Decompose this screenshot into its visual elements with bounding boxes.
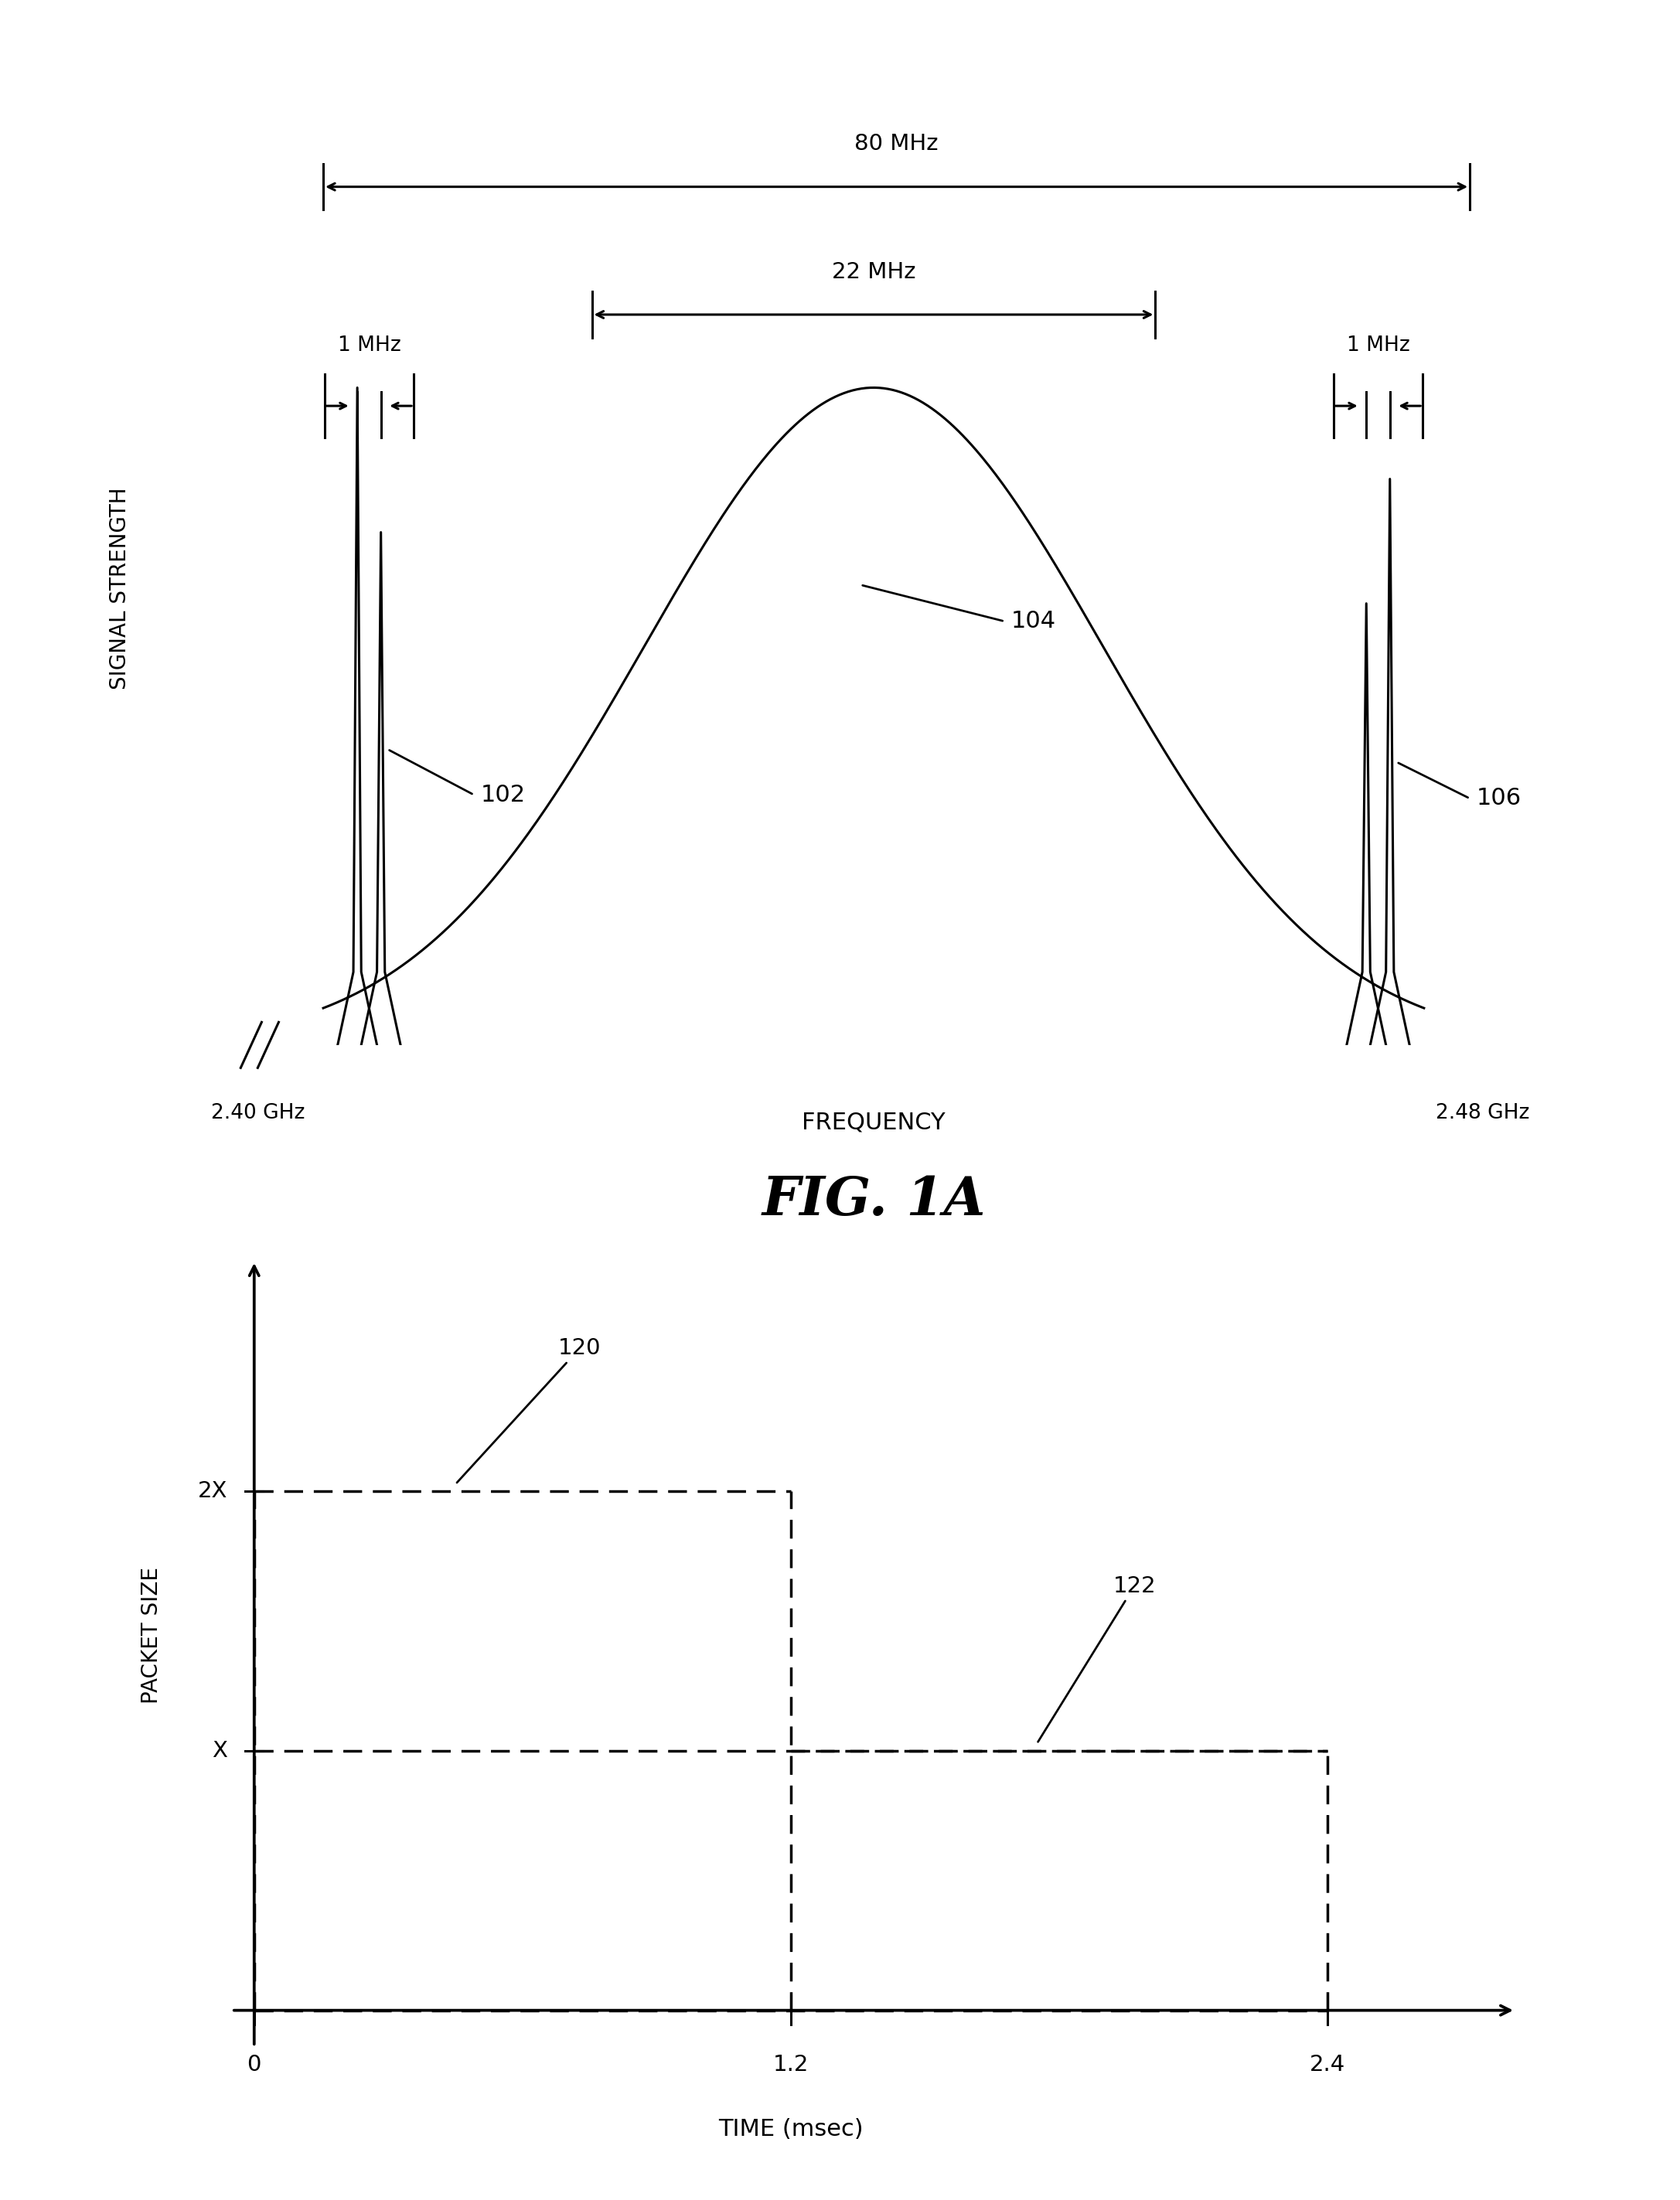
Text: 22 MHz: 22 MHz: [832, 262, 916, 282]
Text: 106: 106: [1477, 788, 1522, 810]
Text: 102: 102: [480, 783, 526, 805]
Text: 122: 122: [1038, 1575, 1156, 1742]
Text: 1.2: 1.2: [773, 2053, 808, 2075]
Text: FREQUENCY: FREQUENCY: [801, 1111, 946, 1133]
Text: SIGNAL STRENGTH: SIGNAL STRENGTH: [109, 488, 131, 689]
Text: FIG. 1A: FIG. 1A: [761, 1175, 986, 1225]
Text: 2.4: 2.4: [1310, 2053, 1346, 2075]
Text: 1 MHz: 1 MHz: [338, 337, 402, 356]
Text: PACKET SIZE: PACKET SIZE: [141, 1566, 163, 1705]
Text: 0: 0: [247, 2053, 262, 2075]
Text: 104: 104: [1011, 609, 1057, 634]
Text: 120: 120: [457, 1338, 601, 1483]
Text: 2X: 2X: [198, 1481, 227, 1503]
Text: 80 MHz: 80 MHz: [855, 134, 939, 154]
Text: 2.48 GHz: 2.48 GHz: [1436, 1104, 1530, 1124]
Text: TIME (msec): TIME (msec): [719, 2119, 864, 2141]
Text: 1 MHz: 1 MHz: [1346, 337, 1410, 356]
Text: X: X: [212, 1740, 227, 1762]
Text: 2.40 GHz: 2.40 GHz: [210, 1104, 304, 1124]
